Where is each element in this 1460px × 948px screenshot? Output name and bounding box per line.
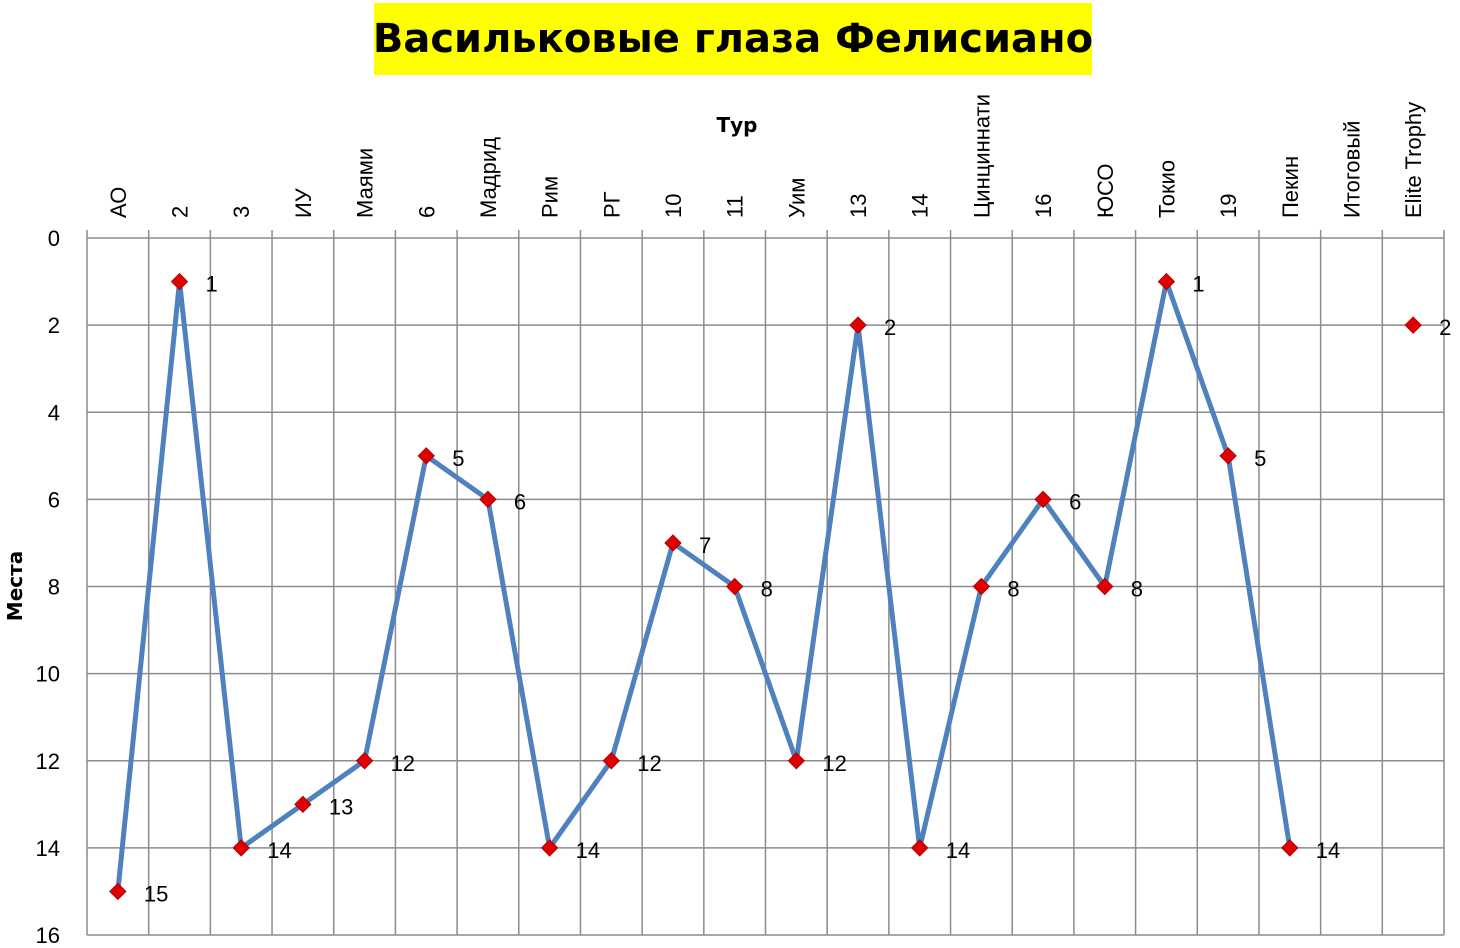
- x-tick-label-0: АО: [106, 187, 131, 218]
- data-label-5: 5: [452, 446, 464, 471]
- data-label-8: 12: [637, 751, 661, 776]
- marker-7: [540, 839, 559, 857]
- x-tick-label-1: 2: [168, 206, 193, 218]
- y-tick-label-0: 0: [48, 226, 60, 251]
- chart-title: Васильковые глаза Фелисиано: [372, 16, 1094, 62]
- marker-3: [294, 795, 312, 814]
- data-label-18: 5: [1254, 446, 1266, 471]
- marker-18: [1219, 447, 1237, 465]
- marker-6: [479, 490, 497, 509]
- data-label-4: 12: [391, 751, 415, 776]
- data-label-13: 14: [946, 838, 970, 863]
- data-label-7: 14: [576, 838, 600, 863]
- x-tick-label-2: 3: [229, 206, 254, 218]
- data-label-2: 14: [267, 838, 291, 863]
- marker-19: [1281, 839, 1299, 857]
- data-label-10: 8: [761, 577, 773, 602]
- data-label-16: 8: [1131, 577, 1143, 602]
- data-label-1: 1: [206, 272, 218, 297]
- series-markers: [109, 272, 1422, 901]
- x-tick-label-3: ИУ: [291, 187, 316, 218]
- x-tick-label-10: 11: [723, 195, 748, 218]
- marker-9: [664, 534, 682, 552]
- y-tick-label-5: 10: [36, 662, 60, 687]
- marker-4: [355, 752, 374, 770]
- data-label-17: 1: [1192, 272, 1204, 297]
- marker-5: [417, 447, 435, 465]
- x-tick-label-21: Elite Trophy: [1401, 102, 1426, 218]
- series-line: [115, 279, 1293, 892]
- marker-21: [1404, 316, 1422, 334]
- chart-title-box: Васильковые глаза Фелисиано: [372, 3, 1094, 75]
- marker-10: [725, 577, 744, 596]
- y-tick-label-4: 8: [48, 575, 60, 600]
- x-tick-label-15: 16: [1031, 194, 1056, 218]
- x-tick-label-8: РГ: [599, 191, 624, 218]
- marker-8: [602, 752, 621, 770]
- x-axis-title: Тур: [717, 113, 758, 137]
- y-tick-label-6: 12: [36, 749, 60, 774]
- x-tick-label-17: Токио: [1154, 160, 1179, 218]
- marker-16: [1096, 577, 1114, 596]
- x-tick-label-4: Маями: [353, 148, 378, 218]
- data-label-11: 12: [822, 751, 846, 776]
- data-label-0: 15: [144, 881, 168, 906]
- y-tick-label-2: 4: [48, 400, 60, 425]
- x-tick-label-9: 10: [661, 194, 686, 218]
- y-tick-label-1: 2: [48, 313, 60, 338]
- data-label-12: 2: [884, 315, 896, 340]
- marker-17: [1157, 272, 1176, 291]
- y-axis-title: Места: [3, 551, 27, 621]
- data-label-14: 8: [1007, 577, 1019, 602]
- data-label-15: 6: [1069, 489, 1081, 514]
- series-line-segment-0: [115, 279, 1293, 892]
- marker-13: [910, 839, 929, 857]
- data-label-3: 13: [329, 794, 353, 819]
- y-tick-label-8: 16: [36, 923, 60, 948]
- marker-14: [972, 577, 991, 596]
- data-label-19: 14: [1316, 838, 1340, 863]
- x-tick-label-18: 19: [1216, 194, 1241, 218]
- x-tick-labels: АО 2 3 ИУ Маями 6 Мадрид Рим РГ 10 11 Уим 13 14 Цинцин…: [106, 94, 1426, 218]
- marker-1: [170, 272, 189, 291]
- x-tick-label-16: ЮСО: [1093, 164, 1118, 219]
- y-tick-label-3: 6: [48, 487, 60, 512]
- x-tick-label-5: 6: [414, 206, 439, 218]
- marker-0: [109, 882, 127, 901]
- x-tick-label-7: Рим: [538, 176, 563, 218]
- marker-12: [849, 316, 867, 334]
- marker-11: [787, 752, 806, 770]
- x-tick-label-12: 13: [846, 194, 871, 218]
- data-label-9: 7: [699, 533, 711, 558]
- x-tick-label-6: Мадрид: [476, 137, 501, 218]
- x-tick-label-20: Итоговый: [1339, 121, 1364, 218]
- data-label-6: 6: [514, 489, 526, 514]
- y-tick-labels: 0 2 4 6 8 10 12 14 16: [36, 226, 60, 948]
- data-label-21: 2: [1439, 315, 1451, 340]
- y-tick-label-7: 14: [36, 836, 60, 861]
- x-tick-label-11: Уим: [784, 178, 809, 218]
- x-tick-label-19: Пекин: [1278, 156, 1303, 218]
- x-tick-label-14: Цинциннати: [969, 94, 994, 218]
- marker-15: [1034, 490, 1052, 509]
- marker-2: [232, 839, 250, 857]
- x-tick-label-13: 14: [908, 194, 933, 218]
